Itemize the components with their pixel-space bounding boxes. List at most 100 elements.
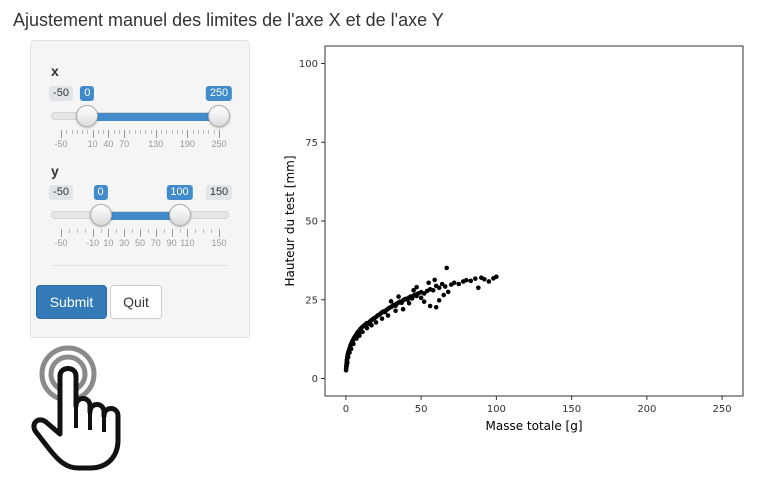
data-point: [396, 294, 401, 299]
slider-x-high-handle[interactable]: [208, 105, 230, 127]
slider-y-tick: [140, 229, 141, 237]
slider-y-tick: [147, 229, 149, 233]
slider-x-tick: [140, 130, 141, 134]
data-point: [473, 276, 478, 281]
data-point: [439, 281, 445, 287]
slider-x-tick: [124, 130, 126, 138]
slider-x-tick: [118, 130, 120, 134]
data-point: [441, 292, 447, 298]
data-point: [347, 350, 352, 355]
slider-y-tick-label: -10: [86, 238, 100, 248]
slider-x-tick: [182, 130, 184, 134]
slider-y-tick-label: 110: [180, 238, 195, 248]
slider-x-tick: [129, 130, 131, 134]
slider-y-tick: [108, 229, 110, 237]
slider-y-tick: [195, 229, 197, 233]
slider-y-tick: [92, 229, 94, 237]
controls-panel: x y Submit Quit -50 250 0 250 -50 10 40 70 130 19…: [30, 40, 250, 338]
slider-x-tick-label: 130: [148, 139, 164, 149]
data-point: [393, 308, 398, 314]
slider-y-tick: [211, 229, 213, 233]
slider-x-tick: [76, 130, 78, 134]
data-point: [345, 354, 351, 360]
slider-y-tick: [203, 229, 205, 233]
slider-y-tick: [68, 229, 70, 233]
x-tick-label: 0: [343, 404, 349, 415]
slider-x-low-handle[interactable]: [76, 105, 99, 127]
data-point: [486, 279, 492, 284]
data-point: [385, 313, 391, 318]
data-point: [348, 346, 354, 352]
x-tick-label: 100: [487, 404, 506, 415]
slider-x-tick: [82, 130, 84, 134]
slider-y-tick-label: 30: [119, 238, 130, 248]
slider-x-tick-label: 40: [103, 139, 114, 149]
slider-y-max-label: 150: [205, 185, 233, 200]
data-points: [343, 265, 499, 373]
slider-y-tick-label: 70: [150, 238, 161, 248]
data-point: [444, 265, 450, 271]
slider-y-tick: [219, 229, 220, 237]
slider-y-tick-label: -50: [54, 238, 68, 248]
data-point: [406, 300, 412, 306]
slider-x-tick-label: 10: [87, 139, 98, 149]
plot-area: [324, 45, 744, 397]
slider-y-tick: [76, 229, 78, 233]
data-point: [451, 280, 457, 286]
slider-y-tick: [84, 229, 86, 233]
data-point: [379, 316, 385, 321]
data-point: [427, 303, 433, 309]
slider-x-tick: [113, 130, 115, 134]
slider-x-tick: [92, 130, 94, 138]
slider-y-tick-label: 50: [134, 238, 146, 248]
submit-button[interactable]: Submit: [36, 285, 107, 319]
slider-x-tick: [87, 130, 89, 134]
slider-x-low-value: 0: [80, 86, 95, 101]
x-axis: 0 50 100 150 200 250: [343, 396, 732, 415]
data-point: [476, 285, 481, 291]
slider-y-low-handle[interactable]: [89, 204, 112, 226]
data-point: [456, 281, 462, 287]
page-title: Ajustement manuel des limites de l'axe X…: [13, 10, 444, 30]
slider-y-low-value: 0: [93, 185, 108, 200]
data-point: [421, 299, 427, 304]
slider-y-high-handle[interactable]: [168, 204, 191, 226]
slider-y-tick: [187, 229, 189, 237]
slider-x-tick: [61, 130, 62, 138]
data-point: [388, 299, 394, 304]
data-point: [426, 280, 431, 286]
data-point: [360, 329, 365, 335]
slider-y-tick: [179, 229, 181, 233]
divider: [51, 265, 229, 266]
data-point: [354, 336, 359, 341]
slider-y-tick-label: 150: [211, 238, 227, 248]
slider-x-tick-label: -50: [54, 139, 68, 149]
y-tick-label: 100: [299, 59, 318, 70]
data-point: [432, 277, 437, 283]
slider-x-tick: [197, 130, 199, 134]
slider-y-tick: [61, 229, 62, 237]
slider-x-tick: [150, 130, 152, 134]
data-point: [430, 288, 436, 293]
slider-x-range-fill: [87, 113, 219, 121]
slider-y-tick: [132, 229, 134, 233]
data-point: [445, 289, 451, 295]
x-axis-title: Masse totale [g]: [485, 419, 582, 433]
data-point: [364, 325, 370, 331]
quit-button[interactable]: Quit: [110, 285, 162, 319]
slider-y-tick: [171, 229, 173, 237]
data-point: [421, 291, 427, 296]
slider-x-tick: [208, 130, 210, 134]
x-tick-label: 200: [637, 404, 656, 415]
data-point: [369, 322, 374, 328]
slider-x-tick: [108, 130, 110, 138]
y-axis-title: Hauteur du test [mm]: [283, 155, 297, 286]
slider-x-tick: [219, 130, 220, 138]
slider-x-tick: [171, 130, 173, 134]
slider-x-tick: [213, 130, 215, 134]
slider-y-range-fill: [100, 212, 180, 220]
slider-x-tick-label: 190: [179, 139, 195, 149]
slider-x-tick: [97, 130, 99, 134]
y-axis: 0 25 50 75 100: [299, 59, 325, 385]
slider-x-tick-label: 250: [211, 139, 227, 149]
